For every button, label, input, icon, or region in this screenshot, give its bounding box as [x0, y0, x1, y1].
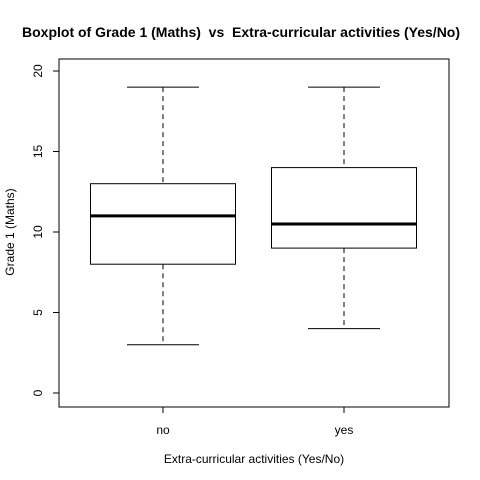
- x-tick-label-yes: yes: [335, 423, 354, 437]
- chart-title: Boxplot of Grade 1 (Maths) vs Extra-curr…: [22, 24, 460, 40]
- box-no: [90, 86, 236, 346]
- y-tick-label: 0: [31, 389, 45, 396]
- y-tick-label: 10: [31, 225, 45, 239]
- iqr-box: [90, 183, 236, 265]
- plot-area-frame: [58, 58, 450, 408]
- boxes-group: [90, 86, 417, 346]
- y-axis: 0 5 10 15 20: [31, 64, 60, 396]
- box-yes: [271, 86, 417, 330]
- y-tick-label: 5: [31, 309, 45, 316]
- x-axis-label: Extra-curricular activities (Yes/No): [164, 452, 344, 466]
- y-tick-label: 20: [31, 64, 45, 78]
- iqr-box: [271, 167, 417, 249]
- y-tick-label: 15: [31, 145, 45, 159]
- x-axis: no yes: [156, 406, 354, 437]
- x-tick-label-no: no: [156, 423, 170, 437]
- y-axis-label: Grade 1 (Maths): [3, 188, 17, 275]
